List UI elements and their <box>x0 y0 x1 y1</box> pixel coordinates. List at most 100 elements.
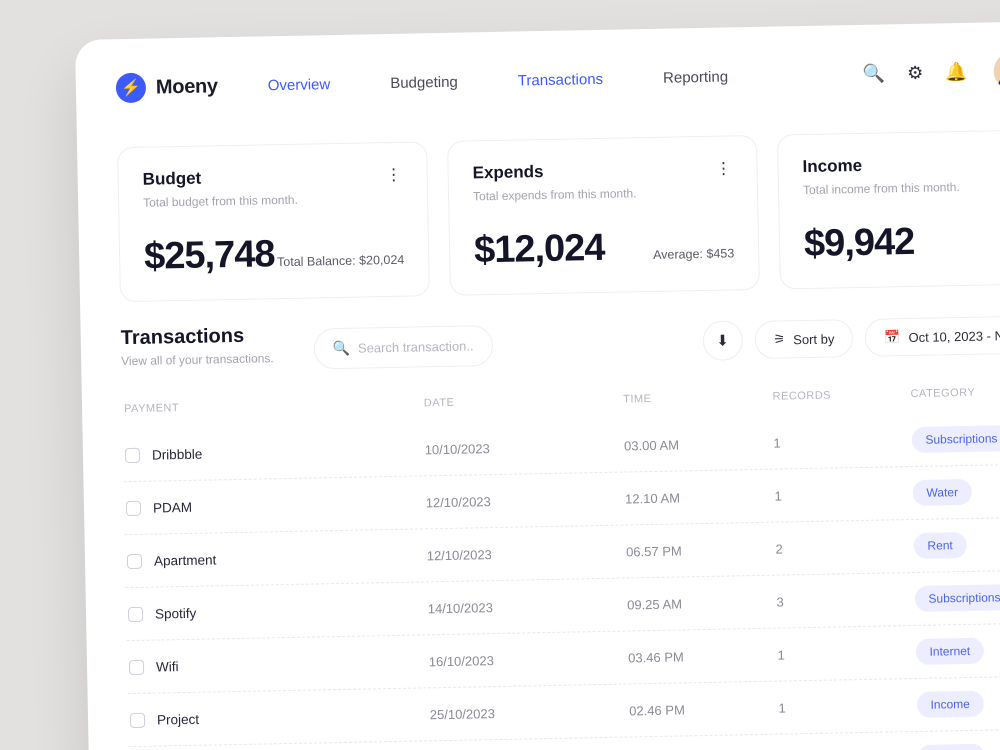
col-header-category: Category <box>910 385 1000 400</box>
category-badge-6[interactable]: Electric <box>917 744 985 750</box>
col-header-date: Date <box>414 394 594 409</box>
category-badge-1[interactable]: Water <box>912 479 972 506</box>
card-menu-icon-1[interactable]: ⋮ <box>715 158 732 178</box>
category-cell-1: Water <box>912 477 1000 506</box>
row-checkbox-3[interactable] <box>128 606 143 621</box>
transactions-table: Payment Date Time Records Category Dribb… <box>122 385 1000 750</box>
card-income: Income Total income from this month. $9,… <box>777 129 1000 290</box>
category-cell-3: Subscriptions <box>914 583 1000 612</box>
search-icon[interactable]: 🔍 <box>863 63 886 84</box>
card-extra-0: Total Balance: $20,024 <box>277 253 404 269</box>
app-panel: ⚡ Moeny Overview Budgeting Transactions … <box>75 20 1000 750</box>
payment-name-2: Apartment <box>154 552 217 568</box>
payment-cell-0: Dribbble <box>125 442 415 463</box>
card-title-1: Expends <box>472 160 636 183</box>
col-header-payment: Payment <box>124 398 414 416</box>
col-header-time: Time <box>593 391 773 406</box>
download-button[interactable]: ⬇ <box>702 320 743 361</box>
row-checkbox-5[interactable] <box>130 712 145 727</box>
payment-name-3: Spotify <box>155 605 197 621</box>
avatar[interactable] <box>993 52 1000 91</box>
brand-name: Moeny <box>156 75 218 99</box>
records-cell-5: 1 <box>778 697 916 715</box>
payment-name-5: Project <box>157 711 199 727</box>
payment-name-1: PDAM <box>153 499 192 515</box>
calendar-icon: 📅 <box>884 329 900 345</box>
row-checkbox-1[interactable] <box>126 500 141 515</box>
card-extra-1: Average: $453 <box>653 246 734 262</box>
nav-bar: Overview Budgeting Transactions Reportin… <box>268 65 863 93</box>
sort-by-button[interactable]: ⚞ Sort by <box>754 319 854 359</box>
notifications-bell-icon[interactable]: 🔔 <box>945 61 968 82</box>
toolbar-right: ⬇ ⚞ Sort by 📅 Oct 10, 2023 - Nov 12, 202… <box>702 314 1000 361</box>
search-input-placeholder: Search transaction.. <box>358 338 474 355</box>
card-budget: Budget Total budget from this month. ⋮ $… <box>117 141 430 302</box>
payment-name-4: Wifi <box>156 659 179 674</box>
row-checkbox-2[interactable] <box>127 553 142 568</box>
row-checkbox-4[interactable] <box>129 659 144 674</box>
row-checkbox-0[interactable] <box>125 447 140 462</box>
date-range-picker[interactable]: 📅 Oct 10, 2023 - Nov 12, 2023 <box>865 315 1000 357</box>
card-value-1: $12,024 <box>474 227 605 272</box>
category-cell-5: Income <box>916 689 1000 718</box>
summary-cards-row: Budget Total budget from this month. ⋮ $… <box>117 109 1000 328</box>
tx-subtitle: View all of your transactions. <box>121 351 274 368</box>
category-badge-0[interactable]: Subscriptions <box>911 425 1000 453</box>
category-cell-6: Electric <box>917 742 1000 750</box>
date-cell-4: 16/10/2023 <box>419 651 599 669</box>
category-cell-4: Internet <box>915 636 1000 665</box>
user-avatar-block[interactable]: Nathan nathan... <box>993 51 1000 91</box>
payment-cell-2: Apartment <box>127 548 417 569</box>
records-cell-3: 3 <box>776 591 914 609</box>
date-cell-2: 12/10/2023 <box>417 545 597 563</box>
time-cell-0: 03.00 AM <box>594 435 774 453</box>
payment-cell-1: PDAM <box>126 495 416 516</box>
payment-cell-5: Project <box>130 707 420 728</box>
card-menu-icon-0[interactable]: ⋮ <box>385 165 402 185</box>
settings-gear-icon[interactable]: ⚙ <box>907 62 924 83</box>
date-cell-3: 14/10/2023 <box>418 598 598 616</box>
card-subtitle-1: Total expends from this month. <box>473 186 637 203</box>
time-cell-5: 02.46 PM <box>599 700 779 718</box>
nav-item-3[interactable]: Reporting <box>663 68 728 86</box>
records-cell-0: 1 <box>773 433 911 451</box>
lightning-bolt-icon: ⚡ <box>116 73 147 104</box>
records-cell-1: 1 <box>774 486 912 504</box>
card-expends: Expends Total expends from this month. ⋮… <box>447 135 760 296</box>
date-cell-5: 25/10/2023 <box>420 704 600 722</box>
category-cell-0: Subscriptions <box>911 424 1000 453</box>
card-value-2: $9,942 <box>804 221 915 266</box>
brand-block: ⚡ Moeny <box>116 71 218 103</box>
payment-cell-3: Spotify <box>128 601 418 622</box>
col-header-records: Records <box>772 388 910 403</box>
nav-item-2[interactable]: Transactions <box>518 70 604 89</box>
category-badge-2[interactable]: Rent <box>913 532 967 559</box>
sort-icon: ⚞ <box>773 331 785 347</box>
payment-cell-4: Wifi <box>129 654 419 675</box>
records-cell-4: 1 <box>777 644 915 662</box>
category-cell-2: Rent <box>913 530 1000 559</box>
category-badge-3[interactable]: Subscriptions <box>914 584 1000 612</box>
category-badge-4[interactable]: Internet <box>915 638 984 665</box>
card-subtitle-0: Total budget from this month. <box>143 193 298 210</box>
nav-item-0[interactable]: Overview <box>268 76 331 94</box>
category-badge-5[interactable]: Income <box>916 691 984 718</box>
date-cell-1: 12/10/2023 <box>416 492 596 510</box>
date-cell-0: 10/10/2023 <box>415 439 595 457</box>
time-cell-3: 09.25 AM <box>597 594 777 612</box>
tx-title: Transactions <box>121 324 274 350</box>
search-input-icon: 🔍 <box>332 340 350 357</box>
nav-item-1[interactable]: Budgeting <box>390 73 458 91</box>
card-title-2: Income <box>802 154 959 177</box>
time-cell-2: 06.57 PM <box>596 541 776 559</box>
time-cell-4: 03.46 PM <box>598 647 778 665</box>
payment-name-0: Dribbble <box>152 446 203 462</box>
time-cell-1: 12.10 AM <box>595 488 775 506</box>
table-body: Dribbble 10/10/2023 03.00 AM 1 Subscript… <box>122 411 1000 750</box>
screen-stage: ⚡ Moeny Overview Budgeting Transactions … <box>0 0 1000 750</box>
header-icons: 🔍 ⚙ 🔔 Nathan nathan... <box>862 51 1000 93</box>
card-subtitle-2: Total income from this month. <box>803 180 960 197</box>
card-title-0: Budget <box>143 167 298 190</box>
card-value-0: $25,748 <box>144 233 275 278</box>
search-transaction-input[interactable]: 🔍 Search transaction.. <box>313 325 493 369</box>
